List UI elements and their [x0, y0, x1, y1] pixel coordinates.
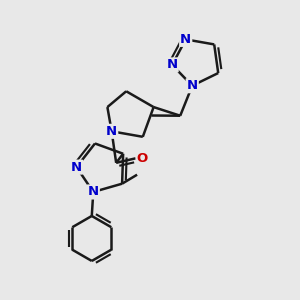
Text: N: N — [71, 160, 82, 174]
Text: N: N — [167, 58, 178, 71]
Text: N: N — [88, 185, 99, 199]
Text: N: N — [180, 33, 191, 46]
Text: O: O — [136, 152, 148, 165]
Text: N: N — [106, 125, 117, 138]
Text: N: N — [187, 79, 198, 92]
